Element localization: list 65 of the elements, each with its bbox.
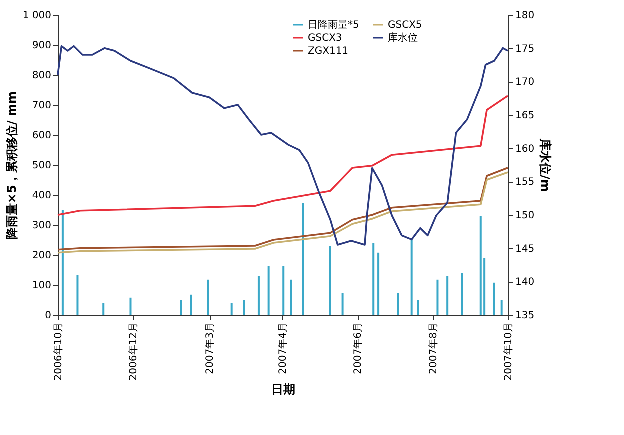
bar — [258, 276, 260, 315]
y-tick-label: 0 — [45, 310, 52, 322]
legend-label: 日降雨量*5 — [308, 19, 360, 31]
y-tick-label: 700 — [32, 100, 52, 112]
x-tick-label: 2007年4月 — [276, 322, 289, 374]
line-series — [57, 95, 509, 216]
y2-tick-label: 170 — [516, 77, 535, 88]
bar — [190, 294, 192, 315]
y2-tick-label: 160 — [516, 144, 535, 155]
bar — [230, 303, 233, 315]
x-tick-label: 2006年10月 — [52, 322, 64, 381]
y2-tick-label: 180 — [516, 10, 535, 22]
y2-tick-label: 145 — [516, 244, 535, 255]
bar — [378, 252, 380, 315]
bar — [268, 266, 270, 315]
y2-tick-label: 175 — [516, 44, 535, 55]
y-tick-label: 100 — [32, 280, 52, 292]
bar — [436, 280, 439, 315]
bar — [397, 293, 400, 315]
y-tick-label: 800 — [32, 70, 52, 82]
bar — [62, 210, 64, 315]
x-axis-title: 日期 — [272, 382, 296, 397]
x-tick-label: 2007年6月 — [352, 322, 364, 374]
bar — [417, 300, 419, 315]
x-tick-label: 2007年3月 — [204, 322, 216, 374]
x-tick-label: 2006年12月 — [128, 322, 140, 381]
y2-tick-label: 135 — [516, 310, 535, 322]
x-tick-label: 2007年10月 — [502, 322, 514, 381]
y2-tick-label: 155 — [516, 177, 535, 188]
bar — [243, 300, 246, 315]
bar — [180, 300, 182, 315]
bar — [342, 293, 344, 315]
legend-label: ZGX111 — [308, 46, 349, 57]
bar — [410, 240, 413, 315]
bar — [461, 273, 464, 315]
bar — [102, 303, 105, 315]
y2-tick-label: 165 — [516, 110, 535, 122]
bar — [446, 276, 449, 315]
bar — [372, 243, 375, 315]
legend-label: 库水位 — [388, 32, 418, 44]
bar — [480, 216, 482, 315]
y2-tick-label: 140 — [516, 277, 535, 288]
line-series — [57, 45, 509, 246]
y2-axis-title: 库水位/m — [538, 138, 553, 192]
bar — [282, 266, 285, 315]
bar — [76, 275, 79, 315]
legend-label: GSCX5 — [388, 20, 422, 31]
y2-tick-label: 150 — [516, 210, 535, 222]
bar — [302, 203, 304, 315]
bar — [130, 298, 132, 315]
y-tick-label: 600 — [32, 130, 52, 142]
legend-label: GSCX3 — [308, 33, 342, 44]
y-axis-title: 降雨量×5，累积移位/ mm — [4, 92, 19, 240]
y-tick-label: 400 — [32, 190, 52, 202]
y-tick-label: 900 — [32, 40, 52, 52]
bar — [500, 300, 503, 315]
bar — [207, 280, 210, 315]
bar — [290, 280, 292, 315]
y-tick-label: 500 — [32, 160, 52, 172]
y-tick-label: 300 — [32, 220, 52, 232]
y-tick-label: 200 — [32, 250, 52, 262]
y-tick-label: 1 000 — [22, 10, 52, 22]
x-tick-label: 2007年8月 — [427, 322, 440, 374]
bar — [493, 282, 496, 315]
bar — [329, 246, 332, 315]
